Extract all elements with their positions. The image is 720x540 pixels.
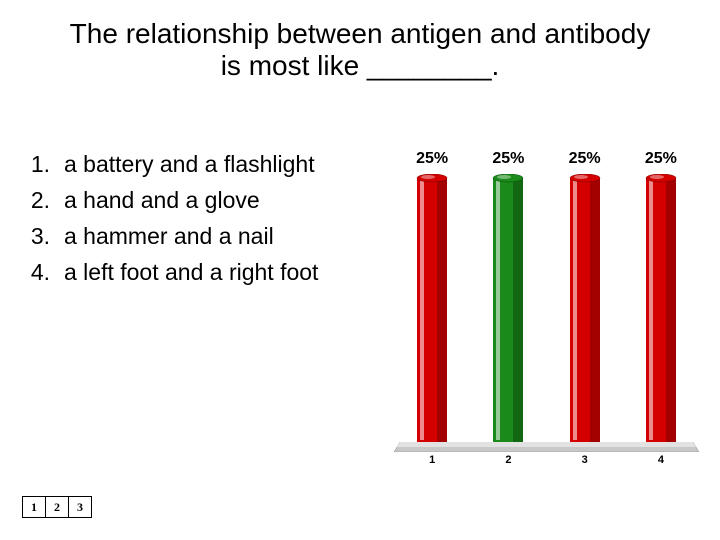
answer-option[interactable]: 1. a battery and a flashlight [30,150,370,180]
chart-category-label: 3 [547,454,623,470]
slide: The relationship between antigen and ant… [0,0,720,540]
bar-slot [470,174,546,442]
answer-option[interactable]: 3. a hammer and a nail [30,222,370,252]
bar-slot [547,174,623,442]
chart-value-label: 25% [623,150,699,174]
bar [568,174,602,442]
answer-list: 1. a battery and a flashlight 2. a hand … [30,150,370,294]
answer-text: a hammer and a nail [64,222,370,252]
bar [415,174,449,442]
bar [491,174,525,442]
chart-value-label: 25% [470,150,546,174]
answer-text: a left foot and a right foot [64,258,370,288]
chart-category-label: 4 [623,454,699,470]
chart-value-labels: 25% 25% 25% 25% [394,150,699,174]
bar-slot [623,174,699,442]
footer-box: 1 [22,496,46,518]
answer-number: 3. [30,222,64,252]
footer-box: 3 [68,496,92,518]
question-title: The relationship between antigen and ant… [60,18,660,82]
chart-category-labels: 1 2 3 4 [394,454,699,470]
answer-number: 2. [30,186,64,216]
chart-value-label: 25% [547,150,623,174]
chart-base [394,442,699,452]
answer-number: 4. [30,258,64,288]
bar-slot [394,174,470,442]
chart-value-label: 25% [394,150,470,174]
bar [644,174,678,442]
footer-box: 2 [45,496,69,518]
chart-bars [394,174,699,442]
base-top-poly [397,442,696,447]
answer-text: a hand and a glove [64,186,370,216]
answer-option[interactable]: 2. a hand and a glove [30,186,370,216]
answer-option[interactable]: 4. a left foot and a right foot [30,258,370,288]
answer-text: a battery and a flashlight [64,150,370,180]
chart-category-label: 2 [470,454,546,470]
response-chart: 25% 25% 25% 25% 1 2 3 4 [394,150,699,470]
answer-number: 1. [30,150,64,180]
footer-countdown-boxes: 1 2 3 [22,496,92,518]
chart-category-label: 1 [394,454,470,470]
